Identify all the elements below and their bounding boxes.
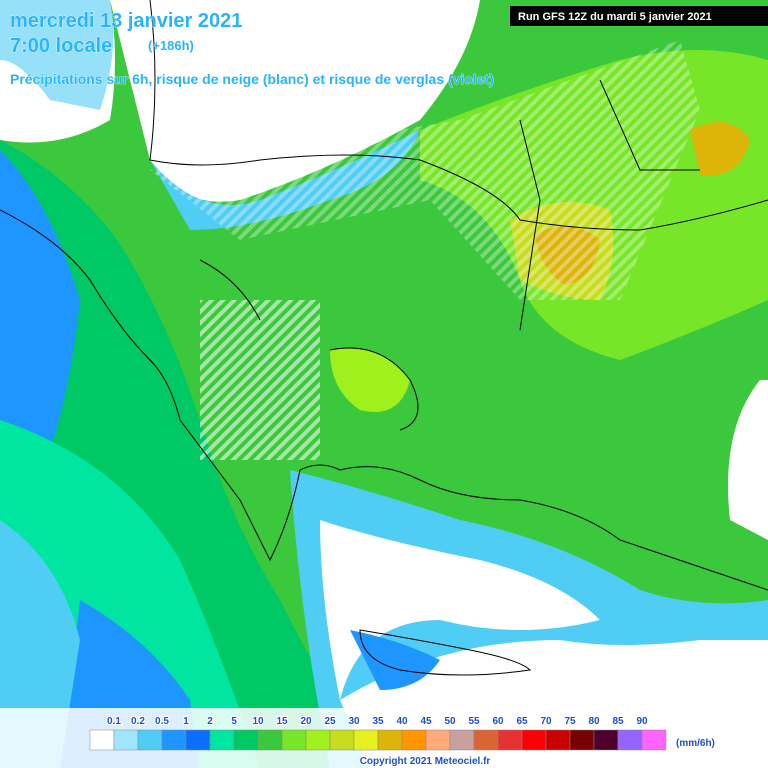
legend-swatch xyxy=(521,729,547,751)
run-banner xyxy=(510,6,768,26)
legend-swatch xyxy=(89,729,115,751)
legend-label: 60 xyxy=(492,716,504,727)
legend-swatch xyxy=(185,729,211,751)
legend-swatch xyxy=(425,729,451,751)
legend-label: 85 xyxy=(612,716,624,727)
legend-label: 20 xyxy=(300,716,312,727)
legend-swatch xyxy=(641,729,667,751)
legend-label: 5 xyxy=(231,716,237,727)
legend-swatch xyxy=(353,729,379,751)
legend-label: 1 xyxy=(183,716,189,727)
legend-swatch xyxy=(281,729,307,751)
legend-swatch xyxy=(161,729,187,751)
legend-label: 0.5 xyxy=(155,716,169,727)
coastlines xyxy=(0,0,768,676)
legend-swatch xyxy=(473,729,499,751)
legend-label: 70 xyxy=(540,716,552,727)
legend-swatch xyxy=(113,729,139,751)
legend-swatch xyxy=(497,729,523,751)
forecast-date: mercredi 13 janvier 2021 xyxy=(10,10,242,32)
legend-label: 65 xyxy=(516,716,528,727)
legend-swatch xyxy=(329,729,355,751)
legend-label: 50 xyxy=(444,716,456,727)
legend-swatch xyxy=(257,729,283,751)
legend-label: 55 xyxy=(468,716,480,727)
legend-swatch xyxy=(569,729,595,751)
legend-swatch xyxy=(137,729,163,751)
legend-label: 35 xyxy=(372,716,384,727)
legend-label: 75 xyxy=(564,716,576,727)
legend-swatch xyxy=(617,729,643,751)
legend-unit: (mm/6h) xyxy=(676,738,715,749)
legend-swatch xyxy=(305,729,331,751)
legend-swatch xyxy=(593,729,619,751)
legend: 0.1 0.2 0.5 1 2 5 10 15 20 25 30 35 40 45 50 55 60 65 70 75… xyxy=(89,715,667,751)
legend-swatch xyxy=(449,729,475,751)
legend-label: 40 xyxy=(396,716,408,727)
legend-label: 0.2 xyxy=(131,716,145,727)
legend-label: 80 xyxy=(588,716,600,727)
legend-swatch xyxy=(545,729,571,751)
legend-swatch xyxy=(209,729,235,751)
legend-label: 2 xyxy=(207,716,213,727)
legend-label: 30 xyxy=(348,716,360,727)
map-subtitle: Précipitations sur 6h, risque de neige (… xyxy=(10,71,494,87)
legend-label: 25 xyxy=(324,716,336,727)
legend-label: 90 xyxy=(636,716,648,727)
legend-swatch xyxy=(377,729,403,751)
legend-label: 0.1 xyxy=(107,716,121,727)
legend-swatch xyxy=(233,729,259,751)
legend-label: 45 xyxy=(420,716,432,727)
run-info: Run GFS 12Z du mardi 5 janvier 2021 xyxy=(518,11,712,23)
lead-time: (+186h) xyxy=(148,38,194,53)
copyright: Copyright 2021 Meteociel.fr xyxy=(360,756,491,767)
legend-swatch xyxy=(401,729,427,751)
forecast-time: 7:00 locale xyxy=(10,35,112,57)
legend-label: 15 xyxy=(276,716,288,727)
legend-label: 10 xyxy=(252,716,264,727)
